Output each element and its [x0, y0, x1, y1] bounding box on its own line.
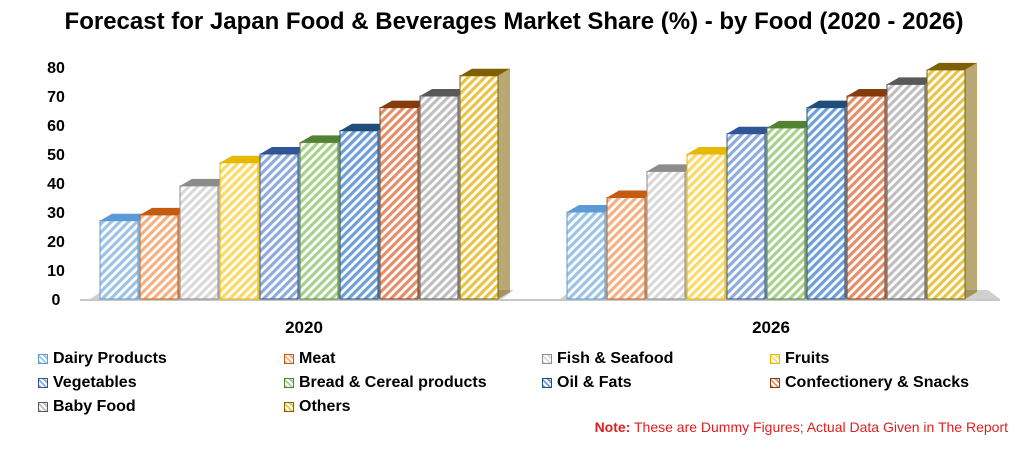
legend-swatch: [284, 378, 294, 388]
bar-front: [726, 133, 766, 300]
bar-top: [140, 207, 190, 215]
bar-front: [179, 185, 219, 300]
bar-top: [180, 178, 230, 186]
bar-top: [607, 190, 657, 198]
bar-top: [927, 62, 977, 70]
bar-top: [687, 147, 737, 154]
y-tick-label: 70: [47, 89, 65, 106]
legend-item: Fruits: [770, 350, 829, 368]
y-tick-label: 30: [47, 205, 65, 222]
bar-side: [498, 68, 510, 299]
bar: [459, 68, 510, 300]
bar-front: [339, 130, 379, 300]
bar-top: [767, 120, 817, 128]
y-tick-label: 20: [47, 234, 65, 251]
bar-top: [300, 135, 350, 143]
legend-label: Bread & Cereal products: [299, 374, 487, 391]
legend-swatch: [542, 378, 552, 388]
bar-top: [100, 213, 150, 221]
note: Note: These are Dummy Figures; Actual Da…: [595, 419, 1008, 435]
chart-title: Forecast for Japan Food & Beverages Mark…: [64, 8, 964, 35]
bar-front: [646, 170, 686, 300]
legend-swatch: [38, 378, 48, 388]
legend-swatch: [542, 354, 552, 364]
bar-front: [299, 141, 339, 300]
legend-item: Oil & Fats: [542, 374, 632, 392]
bar-front: [846, 95, 886, 300]
y-tick-label: 80: [47, 60, 65, 77]
y-tick-label: 40: [47, 176, 65, 193]
legend-label: Vegetables: [53, 374, 137, 391]
bar-top: [647, 164, 697, 172]
bar-front: [379, 107, 419, 300]
bar-top: [460, 68, 510, 76]
bar-front: [139, 214, 179, 300]
bar-top: [380, 100, 430, 108]
legend-item: Fish & Seafood: [542, 350, 673, 368]
bar-front: [219, 162, 259, 300]
legend-label: Meat: [299, 350, 336, 367]
legend-item: Meat: [284, 350, 335, 368]
x-axis: 2020 2026: [285, 318, 790, 337]
bar-front: [806, 107, 846, 300]
note-label: Note:: [594, 419, 631, 435]
legend-swatch: [284, 402, 294, 412]
bar-top: [260, 147, 310, 154]
bar-front: [926, 69, 966, 300]
legend-label: Fruits: [785, 350, 830, 367]
bar-top: [887, 77, 937, 85]
bar: [926, 62, 977, 300]
y-axis: 0 10 20 30 40 50 60 70 80: [47, 60, 65, 309]
legend-item: Others: [284, 398, 351, 416]
legend-label: Oil & Fats: [557, 374, 632, 391]
legend-item: Dairy Products: [38, 350, 167, 368]
x-tick-label: 2020: [285, 318, 323, 337]
bar-front: [686, 153, 726, 300]
bar-front: [766, 127, 806, 300]
legend-item: Confectionery & Snacks: [770, 374, 969, 392]
legend-label: Fish & Seafood: [557, 350, 674, 367]
bar-top: [847, 89, 897, 96]
legend-label: Others: [299, 398, 351, 415]
bar-front: [886, 83, 926, 300]
y-tick-label: 50: [47, 147, 65, 164]
legend-label: Confectionery & Snacks: [785, 374, 970, 391]
x-tick-label: 2026: [752, 318, 790, 337]
legend-label: Baby Food: [53, 398, 136, 415]
bar-top: [420, 89, 470, 96]
legend-swatch: [770, 378, 780, 388]
bar-side: [965, 62, 977, 300]
legend-swatch: [38, 354, 48, 364]
y-tick-label: 0: [52, 292, 61, 309]
bar-top: [220, 155, 270, 163]
bar-front: [259, 153, 299, 300]
note-text: These are Dummy Figures; Actual Data Giv…: [633, 419, 1008, 435]
legend-item: Vegetables: [38, 374, 137, 392]
bar-front: [419, 95, 459, 300]
bar-front: [566, 211, 606, 300]
bar-top: [727, 126, 777, 134]
bar-front: [99, 220, 139, 300]
bars: [99, 62, 977, 300]
y-tick-label: 10: [47, 263, 65, 280]
legend-label: Dairy Products: [53, 350, 167, 367]
legend-item: Bread & Cereal products: [284, 374, 487, 392]
bar-top: [567, 205, 617, 212]
legend-item: Baby Food: [38, 398, 136, 416]
bar-top: [340, 123, 390, 131]
legend-swatch: [770, 354, 780, 364]
bar-top: [807, 100, 857, 108]
legend-swatch: [284, 354, 294, 364]
bar-front: [459, 75, 499, 300]
legend-swatch: [38, 402, 48, 412]
y-tick-label: 60: [47, 118, 65, 135]
bar-front: [606, 197, 646, 300]
